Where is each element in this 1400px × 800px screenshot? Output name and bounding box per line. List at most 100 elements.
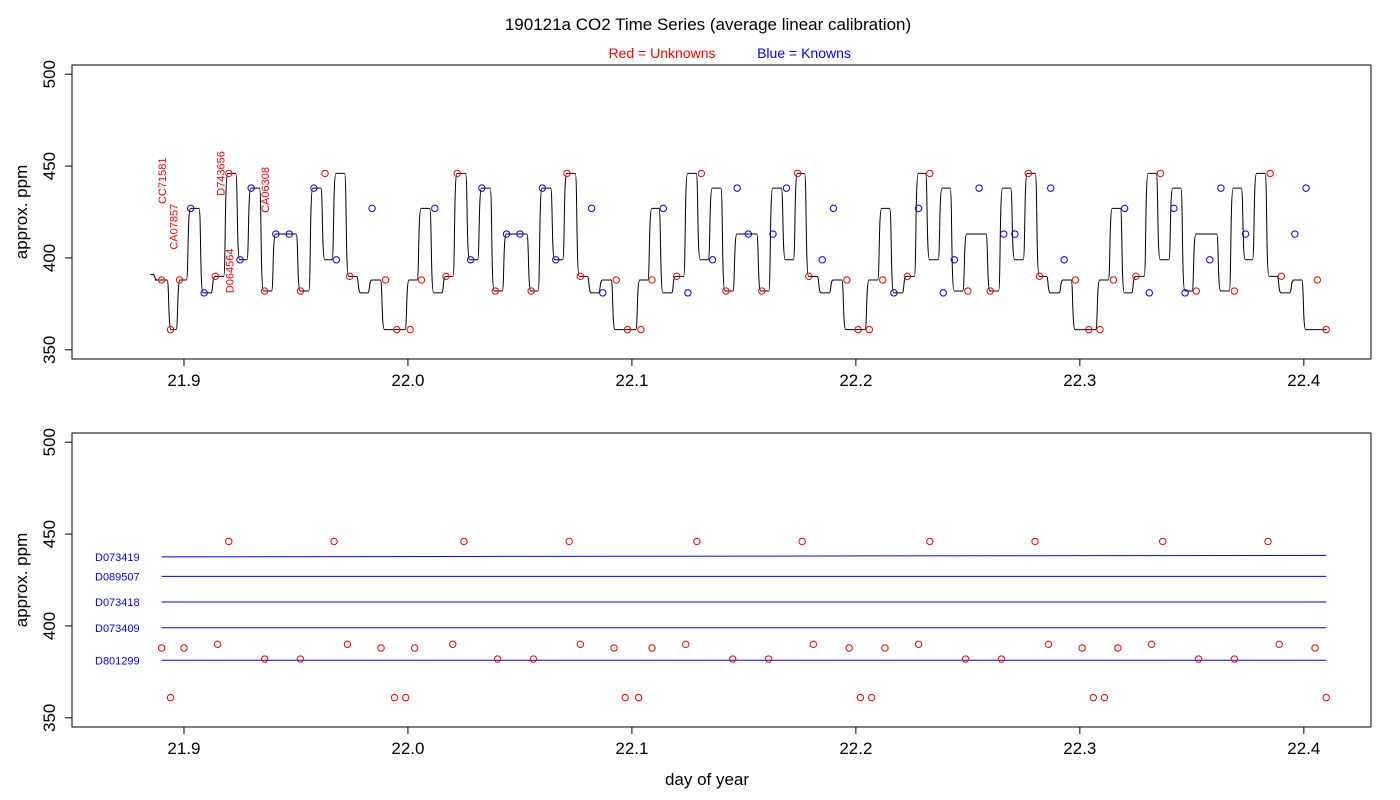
unknown-point (529, 655, 538, 663)
unknown-point (225, 537, 233, 546)
sample-annotation: CC71581 (157, 158, 169, 204)
y-tick-label: 450 (40, 520, 59, 548)
unknown-point (997, 655, 1006, 663)
known-point (502, 230, 511, 238)
known-point (684, 289, 692, 297)
unknown-point (491, 287, 499, 295)
unknown-point (798, 537, 806, 546)
unknown-point (1266, 169, 1274, 178)
unknown-point (390, 693, 399, 702)
bottom-panel: 21.9 22.0 22.1 22.2 22.3 22.4 350 400 450 500 appr… (12, 428, 1372, 758)
known-point (200, 289, 208, 297)
x-tick-label: 22.2 (839, 739, 872, 758)
plot-frame (71, 432, 1372, 728)
unknown-point (1031, 537, 1039, 546)
sample-annotation: D064564 (224, 248, 236, 293)
y-tick-label: 400 (40, 244, 59, 272)
unknown-point (1096, 325, 1104, 334)
known-point (1302, 184, 1310, 192)
unknown-point (1230, 655, 1239, 663)
unknown-point (1035, 272, 1044, 281)
unknown-point (1071, 276, 1080, 284)
known-point (272, 230, 280, 238)
unknown-point (673, 272, 681, 281)
unknown-point (961, 655, 970, 663)
known-point (466, 256, 475, 264)
unknown-point (634, 693, 643, 702)
unknown-point (211, 272, 220, 281)
unknown-point (610, 644, 618, 652)
known-point (1170, 204, 1178, 213)
unknown-point (1089, 693, 1097, 702)
unknown-point (1100, 693, 1109, 702)
unknown-point (175, 276, 184, 284)
known-point (890, 289, 898, 297)
known-point (1241, 230, 1250, 238)
unknown-point (881, 644, 889, 652)
known-point (431, 204, 439, 213)
y-tick-label: 500 (40, 428, 59, 456)
unknown-point (1277, 272, 1286, 281)
unknown-point (410, 644, 419, 652)
unknown-point (563, 169, 571, 178)
known-point (247, 184, 255, 192)
known-point (744, 230, 753, 238)
unknown-point (722, 287, 730, 295)
x-tick-label: 22.2 (839, 371, 872, 390)
unknown-point (213, 640, 222, 649)
known-point (478, 184, 486, 192)
unknown-point (856, 693, 865, 702)
y-tick-label: 450 (40, 152, 59, 180)
x-tick-label: 21.9 (167, 739, 200, 758)
reference-line-label: D073409 (95, 623, 140, 635)
known-point (552, 256, 560, 264)
known-point (659, 204, 667, 213)
unknown-point (809, 640, 818, 649)
known-point (733, 184, 741, 192)
unknown-point (1085, 325, 1093, 334)
unknown-point (793, 169, 802, 178)
unknown-point (393, 325, 401, 334)
unknown-point (1322, 325, 1330, 334)
x-tick-label: 22.4 (1287, 739, 1320, 758)
unknown-point (1311, 644, 1319, 652)
y-axis-label: approx. ppm (12, 533, 31, 628)
unknown-point (1147, 640, 1156, 649)
x-tick-label: 22.3 (1063, 739, 1096, 758)
unknown-point (493, 655, 502, 663)
known-point (332, 256, 340, 264)
known-point (939, 289, 947, 297)
unknown-point (527, 287, 535, 295)
unknown-point (166, 693, 175, 702)
known-point (782, 184, 791, 192)
unknown-point (805, 272, 813, 281)
unknown-point (1194, 655, 1203, 663)
known-point (1217, 184, 1225, 192)
y-axis-label: approx. ppm (12, 165, 31, 260)
unknown-point (1044, 640, 1053, 649)
unknown-point (1264, 537, 1272, 546)
unknown-point (225, 169, 233, 178)
unknown-point (260, 655, 269, 663)
unknown-point (377, 644, 385, 652)
known-point (1047, 184, 1055, 192)
x-tick-label: 22.0 (391, 739, 424, 758)
reference-line-label: D073418 (95, 597, 140, 609)
unknown-point (1192, 287, 1201, 295)
known-point (975, 184, 983, 192)
unknown-point (1114, 644, 1122, 652)
plot-frame (71, 64, 1372, 360)
unknown-point (330, 537, 338, 546)
known-point (1011, 230, 1019, 238)
sample-annotation: CA07857 (168, 204, 180, 250)
known-point (538, 184, 547, 192)
unknown-point (903, 272, 912, 281)
unknown-point (417, 276, 426, 284)
y-tick-label: 350 (40, 704, 59, 732)
unknown-point (637, 325, 645, 334)
unknown-point (1132, 272, 1140, 281)
x-axis-label: day of year (665, 770, 749, 789)
reference-line-label: D801299 (95, 655, 140, 667)
known-point (1181, 289, 1189, 297)
known-point (236, 256, 244, 264)
